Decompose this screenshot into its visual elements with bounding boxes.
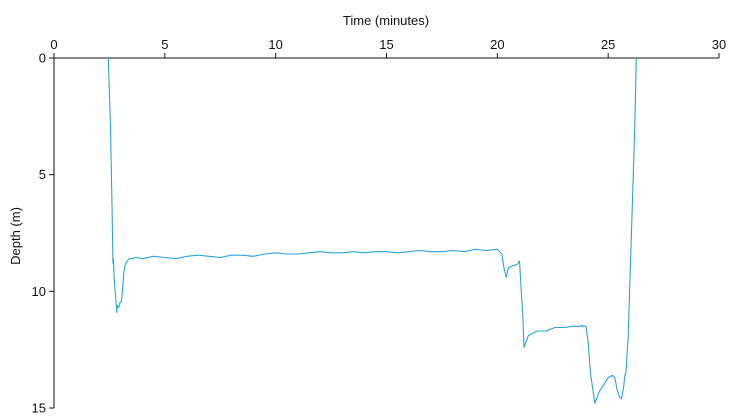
- y-axis: 0 5 10 15: [32, 51, 55, 416]
- x-tick-label: 25: [601, 37, 615, 52]
- y-tick-label: 15: [32, 401, 46, 416]
- y-tick-label: 5: [39, 167, 46, 182]
- y-tick-label: 10: [32, 284, 46, 299]
- x-tick-label: 10: [268, 37, 282, 52]
- x-axis: 0 5 10 15 20 25 30: [50, 37, 726, 59]
- x-tick-label: 20: [490, 37, 504, 52]
- x-tick-label: 5: [161, 37, 168, 52]
- x-tick-label: 0: [50, 37, 57, 52]
- series-line: [107, 57, 637, 404]
- y-axis-title: Depth (m): [8, 207, 23, 265]
- x-axis-title: Time (minutes): [343, 13, 429, 28]
- x-tick-label: 30: [712, 37, 726, 52]
- x-tick-label: 15: [379, 37, 393, 52]
- y-tick-label: 0: [39, 51, 46, 66]
